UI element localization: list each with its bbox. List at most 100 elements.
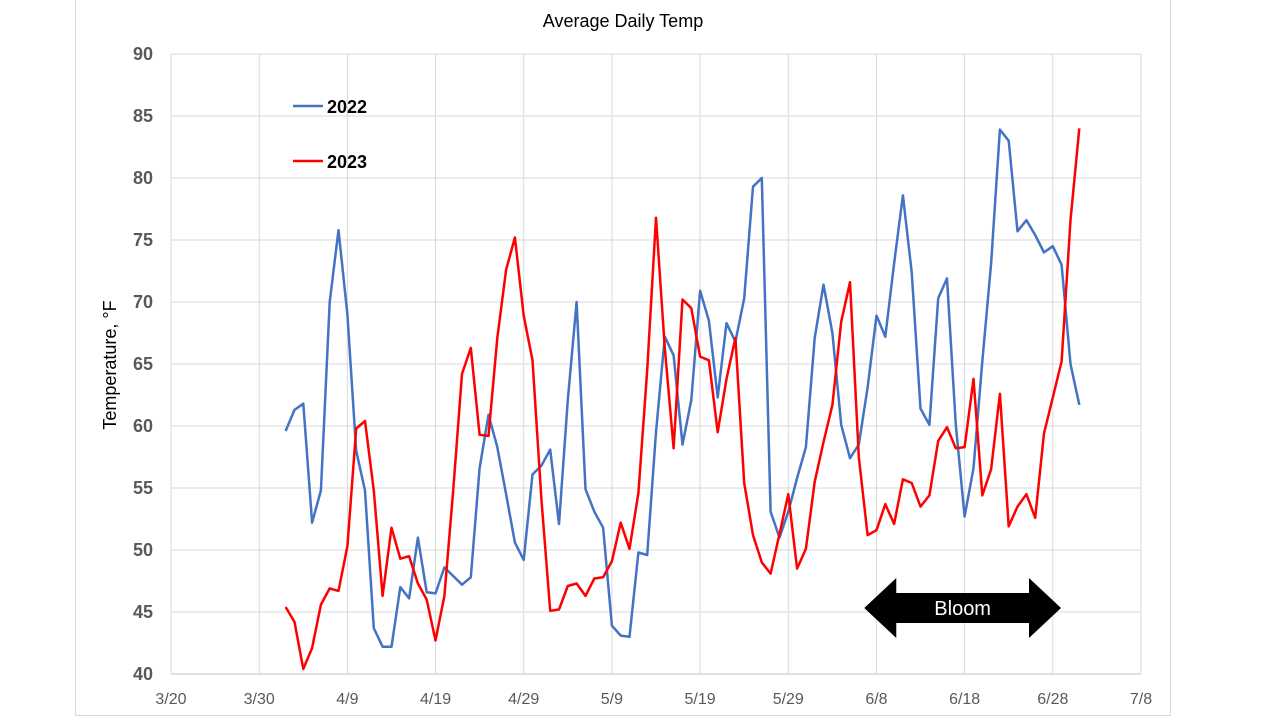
data-point-2022 xyxy=(672,353,676,357)
data-point-2023 xyxy=(927,493,931,497)
data-point-2022 xyxy=(292,408,296,412)
data-point-2023 xyxy=(548,609,552,613)
data-point-2022 xyxy=(919,407,923,411)
data-point-2022 xyxy=(469,575,473,579)
data-point-2022 xyxy=(557,522,561,526)
data-point-2023 xyxy=(434,639,438,643)
data-point-2023 xyxy=(866,533,870,537)
data-point-2023 xyxy=(804,547,808,551)
data-point-2023 xyxy=(733,336,737,340)
y-tick-label: 85 xyxy=(133,106,153,126)
data-point-2022 xyxy=(504,492,508,496)
data-point-2023 xyxy=(989,467,993,471)
data-point-2022 xyxy=(689,398,693,402)
data-point-2023 xyxy=(381,594,385,598)
data-point-2023 xyxy=(416,581,420,585)
y-tick-label: 40 xyxy=(133,664,153,684)
y-gridlines xyxy=(171,53,1141,675)
data-point-2022 xyxy=(698,289,702,293)
data-point-2023 xyxy=(389,526,393,530)
data-point-2022 xyxy=(707,319,711,323)
y-tick-label: 50 xyxy=(133,540,153,560)
data-point-2022 xyxy=(619,634,623,638)
data-point-2023 xyxy=(425,598,429,602)
data-point-2022 xyxy=(628,635,632,639)
data-point-2022 xyxy=(910,270,914,274)
data-point-2023 xyxy=(478,433,482,437)
data-point-2022 xyxy=(389,645,393,649)
data-point-2022 xyxy=(434,591,438,595)
data-point-2023 xyxy=(345,544,349,548)
x-tick-label: 5/9 xyxy=(601,691,623,708)
data-point-2022 xyxy=(980,360,984,364)
data-point-2023 xyxy=(760,560,764,564)
data-point-2022 xyxy=(742,296,746,300)
data-point-2022 xyxy=(566,398,570,402)
data-point-2023 xyxy=(919,505,923,509)
data-point-2022 xyxy=(716,395,720,399)
data-point-2023 xyxy=(742,481,746,485)
data-point-2023 xyxy=(460,372,464,376)
data-point-2022 xyxy=(830,331,834,335)
data-point-2022 xyxy=(936,296,940,300)
data-point-2023 xyxy=(337,589,341,593)
data-point-2022 xyxy=(1033,233,1037,237)
x-tick-label: 6/18 xyxy=(949,691,980,708)
legend-label-2023: 2023 xyxy=(327,152,367,172)
data-point-2023 xyxy=(1060,360,1064,364)
data-point-2023 xyxy=(680,298,684,302)
data-point-2023 xyxy=(910,481,914,485)
data-point-2022 xyxy=(583,487,587,491)
data-point-2023 xyxy=(689,306,693,310)
data-point-2022 xyxy=(284,429,288,433)
legend-label-2022: 2022 xyxy=(327,97,367,117)
data-point-2023 xyxy=(610,559,614,563)
data-point-2022 xyxy=(680,443,684,447)
data-point-2023 xyxy=(971,377,975,381)
data-point-2022 xyxy=(804,445,808,449)
data-point-2023 xyxy=(1077,126,1081,130)
x-axis-ticks: 3/20 3/30 4/9 4/19 4/29 5/9 5/19 5/29 6/8 6/18 6/2… xyxy=(155,691,1152,708)
data-point-2022 xyxy=(345,312,349,316)
data-point-2022 xyxy=(575,300,579,304)
data-point-2023 xyxy=(707,358,711,362)
x-gridlines xyxy=(170,54,1142,674)
data-point-2023 xyxy=(372,488,376,492)
data-point-2022 xyxy=(363,488,367,492)
y-axis-label: Temperature, °F xyxy=(100,300,120,429)
data-point-2023 xyxy=(566,584,570,588)
data-point-2022 xyxy=(337,228,341,232)
data-point-2023 xyxy=(1033,516,1037,520)
x-tick-label: 4/29 xyxy=(508,691,539,708)
bloom-label: Bloom xyxy=(934,598,991,620)
data-point-2023 xyxy=(654,216,658,220)
data-point-2022 xyxy=(592,510,596,514)
data-point-2022 xyxy=(1042,250,1046,254)
data-point-2023 xyxy=(645,368,649,372)
line-chart: Average Daily Temp Temperature, °F 40 45 5… xyxy=(100,11,1152,708)
x-tick-label: 7/8 xyxy=(1130,691,1152,708)
data-point-2022 xyxy=(892,262,896,266)
data-point-2023 xyxy=(839,320,843,324)
data-point-2022 xyxy=(460,583,464,587)
data-point-2022 xyxy=(416,536,420,540)
data-point-2023 xyxy=(1007,524,1011,528)
data-point-2022 xyxy=(1077,403,1081,407)
y-tick-label: 55 xyxy=(133,478,153,498)
data-point-2023 xyxy=(328,586,332,590)
data-point-2023 xyxy=(672,446,676,450)
data-point-2023 xyxy=(954,446,958,450)
x-tick-label: 4/19 xyxy=(420,691,451,708)
data-point-2023 xyxy=(786,492,790,496)
y-tick-label: 80 xyxy=(133,168,153,188)
data-point-2023 xyxy=(522,314,526,318)
data-point-2022 xyxy=(548,448,552,452)
data-point-2022 xyxy=(451,574,455,578)
data-point-2023 xyxy=(1051,395,1055,399)
data-point-2023 xyxy=(284,605,288,609)
data-point-2022 xyxy=(839,423,843,427)
data-point-2023 xyxy=(363,419,367,423)
data-point-2022 xyxy=(971,466,975,470)
legend: 2022 2023 xyxy=(293,97,367,172)
data-point-2023 xyxy=(813,480,817,484)
